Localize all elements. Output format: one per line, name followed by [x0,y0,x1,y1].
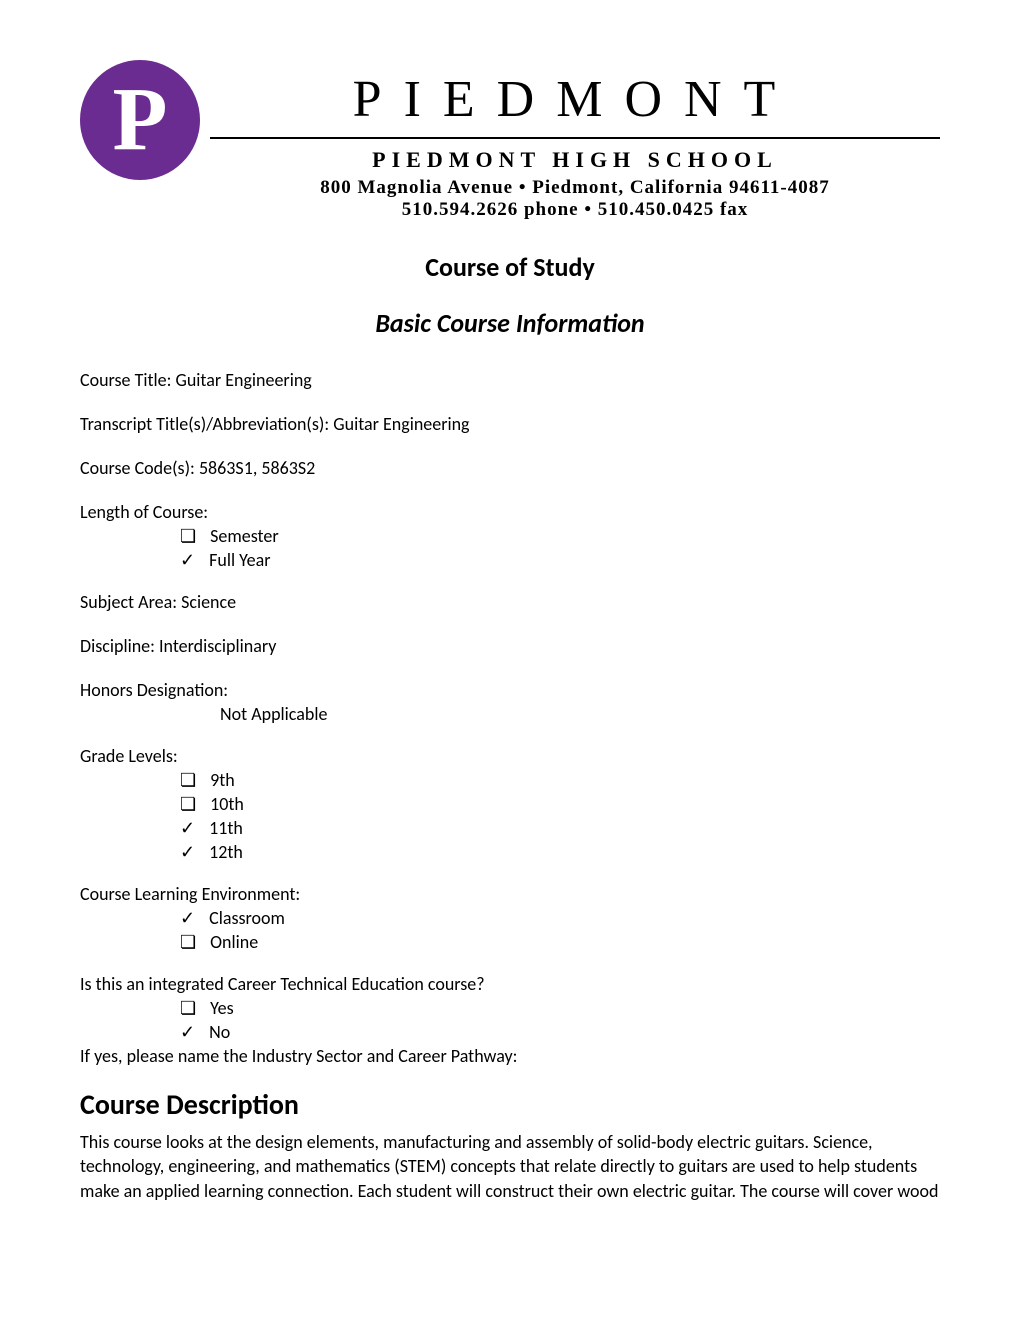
field-course-code: Course Code(s): 5863S1, 5863S2 [80,457,940,479]
title-course-of-study: Course of Study [80,251,940,283]
subject-value: Science [181,591,236,613]
environment-option-classroom: ✓ Classroom [180,907,940,929]
cte-option-label: Yes [210,997,233,1019]
checkmark-icon: ✓ [180,819,195,837]
length-checklist: ❏ Semester ✓ Full Year [180,525,940,571]
logo-letter: P [113,75,168,165]
grade-option-9th: ❏ 9th [180,769,940,791]
cte-option-yes: ❏ Yes [180,997,940,1019]
field-discipline: Discipline: Interdisciplinary [80,635,940,657]
course-title-label: Course Title: [80,369,175,391]
cte-option-label: No [209,1021,230,1043]
length-option-fullyear: ✓ Full Year [180,549,940,571]
checkmark-icon: ✓ [180,551,195,569]
school-phone: 510.594.2626 phone • 510.450.0425 fax [210,199,940,221]
checkbox-icon: ❏ [180,999,196,1017]
checkbox-icon: ❏ [180,933,196,951]
grade-option-12th: ✓ 12th [180,841,940,863]
cte-followup: If yes, please name the Industry Sector … [80,1045,940,1067]
cte-checklist: ❏ Yes ✓ No [180,997,940,1043]
school-address: 800 Magnolia Avenue • Piedmont, Californ… [210,177,940,199]
document-header: P PIEDMONT PIEDMONT HIGH SCHOOL 800 Magn… [80,60,940,221]
length-option-label: Semester [210,525,278,547]
school-logo: P [80,60,200,180]
environment-checklist: ✓ Classroom ❏ Online [180,907,940,953]
grade-option-label: 10th [210,793,244,815]
checkmark-icon: ✓ [180,1023,195,1041]
checkbox-icon: ❏ [180,527,196,545]
grade-checklist: ❏ 9th ❏ 10th ✓ 11th ✓ 12th [180,769,940,863]
course-code-value: 5863S1, 5863S2 [199,457,315,479]
length-option-label: Full Year [209,549,270,571]
course-description-heading: Course Description [80,1087,940,1122]
checkmark-icon: ✓ [180,909,195,927]
transcript-label: Transcript Title(s)/Abbreviation(s): [80,413,333,435]
field-length-label: Length of Course: [80,501,940,523]
discipline-value: Interdisciplinary [159,635,276,657]
grade-option-label: 12th [209,841,243,863]
environment-option-label: Classroom [209,907,285,929]
course-title-value: Guitar Engineering [175,369,311,391]
school-name-large: PIEDMONT [210,70,940,139]
grade-option-10th: ❏ 10th [180,793,940,815]
field-course-title: Course Title: Guitar Engineering [80,369,940,391]
checkmark-icon: ✓ [180,843,195,861]
transcript-value: Guitar Engineering [333,413,469,435]
checkbox-icon: ❏ [180,795,196,813]
grade-option-label: 11th [209,817,243,839]
grade-option-11th: ✓ 11th [180,817,940,839]
environment-option-label: Online [210,931,258,953]
field-environment-label: Course Learning Environment: [80,883,940,905]
field-transcript-title: Transcript Title(s)/Abbreviation(s): Gui… [80,413,940,435]
length-option-semester: ❏ Semester [180,525,940,547]
field-cte-label: Is this an integrated Career Technical E… [80,973,940,995]
honors-value: Not Applicable [220,703,940,725]
course-description-body: This course looks at the design elements… [80,1130,940,1203]
cte-option-no: ✓ No [180,1021,940,1043]
field-honors-label: Honors Designation: [80,679,940,701]
title-basic-info: Basic Course Information [80,307,940,339]
field-grade-label: Grade Levels: [80,745,940,767]
school-name-sub: PIEDMONT HIGH SCHOOL [210,147,940,173]
field-subject-area: Subject Area: Science [80,591,940,613]
course-code-label: Course Code(s): [80,457,199,479]
environment-option-online: ❏ Online [180,931,940,953]
checkbox-icon: ❏ [180,771,196,789]
subject-label: Subject Area: [80,591,181,613]
discipline-label: Discipline: [80,635,159,657]
header-text-block: PIEDMONT PIEDMONT HIGH SCHOOL 800 Magnol… [210,60,940,221]
grade-option-label: 9th [210,769,235,791]
